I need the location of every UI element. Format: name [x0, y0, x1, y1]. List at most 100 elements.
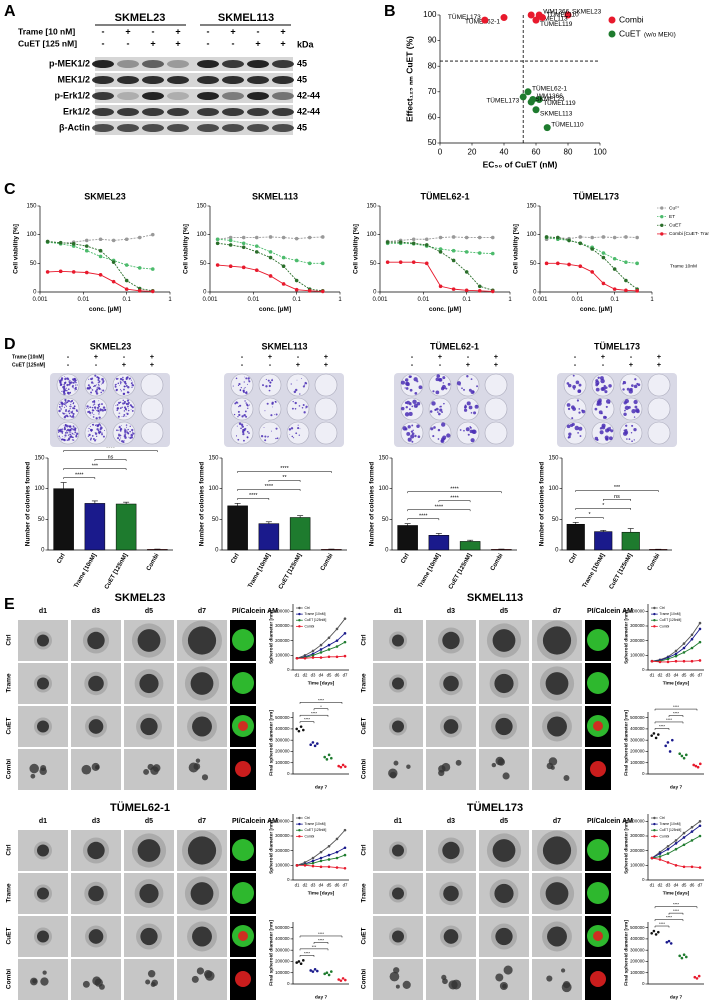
treatment-sign: +: [494, 352, 499, 361]
colony: [100, 426, 102, 428]
data-point: [464, 270, 469, 274]
x-tick-label: 0.01: [417, 297, 429, 303]
y-tick-label: 100: [548, 486, 559, 492]
spheroid: [443, 719, 459, 734]
colony: [247, 407, 249, 409]
cell-line-header: SKMEL23: [115, 12, 166, 24]
spheroid-fragment: [502, 772, 510, 780]
colony: [599, 430, 604, 435]
bar: [594, 531, 613, 551]
colony: [243, 439, 245, 442]
colony: [290, 427, 294, 430]
blot-band: [167, 92, 189, 100]
spheroid: [140, 717, 158, 736]
kda-label: 45: [297, 74, 307, 84]
colony: [272, 406, 274, 408]
colony: [125, 376, 128, 380]
data-point: [294, 287, 299, 292]
colony: [123, 434, 127, 438]
data-point: [682, 651, 686, 654]
point-label: SKMEL23: [535, 96, 565, 103]
column-header: d3: [92, 608, 100, 615]
data-point: [254, 268, 259, 273]
colony: [598, 410, 603, 415]
colony: [117, 382, 120, 385]
culture-well: [258, 397, 282, 421]
colony: [625, 424, 628, 427]
colony: [129, 425, 131, 427]
y-tick-label: 100000: [630, 760, 645, 765]
blot-band: [92, 108, 114, 116]
colony: [119, 412, 121, 414]
blot-band: [272, 124, 294, 132]
colony: [264, 439, 267, 442]
culture-well: [484, 373, 508, 397]
blot-band: [222, 92, 244, 100]
spheroid: [37, 634, 49, 647]
unit-label: kDa: [297, 39, 315, 49]
data-point: [241, 241, 246, 246]
colony: [97, 386, 99, 388]
point-label: WM1366: [537, 93, 563, 100]
colony: [123, 385, 126, 388]
culture-well: [619, 373, 643, 397]
colony: [74, 387, 77, 390]
legend-marker: [298, 619, 301, 622]
colony: [124, 428, 126, 430]
y-tick-label: 400000: [630, 936, 645, 941]
colony: [414, 391, 418, 395]
data-point: [297, 960, 301, 963]
blot-band: [117, 124, 139, 132]
colony: [89, 425, 91, 427]
data-point: [451, 258, 456, 263]
data-point: [294, 278, 299, 283]
colony: [57, 431, 60, 433]
y-tick-label: 50: [370, 261, 377, 267]
colony: [90, 437, 92, 440]
colony: [72, 387, 74, 389]
colony: [126, 430, 128, 432]
y-tick-label: 0: [642, 771, 645, 776]
colony: [67, 410, 70, 413]
colony: [435, 377, 440, 382]
colony: [89, 428, 91, 430]
colony: [61, 405, 63, 408]
spheroid: [545, 672, 569, 695]
blot-band: [167, 124, 189, 132]
colony: [416, 401, 421, 406]
y-tick-label: 300000: [275, 737, 290, 742]
significance-bracket: [603, 499, 631, 501]
colony: [604, 386, 608, 389]
colony: [91, 406, 94, 409]
treatment-sign: -: [630, 352, 633, 361]
colony: [67, 378, 70, 381]
treatment-sign: +: [268, 352, 273, 361]
colony: [63, 385, 66, 388]
y-tick-label: 0: [373, 290, 377, 296]
colony: [75, 435, 78, 438]
data-point: [330, 970, 333, 973]
blot-band: [117, 76, 139, 84]
significance-bracket: [237, 471, 332, 473]
colony: [123, 380, 127, 384]
spheroid-fragment: [40, 764, 47, 772]
legend-label: CuET: [619, 28, 641, 38]
colony: [60, 377, 64, 380]
colony: [292, 400, 294, 403]
colony: [97, 384, 100, 386]
significance-label: ****: [304, 950, 311, 955]
colony: [65, 408, 67, 411]
spheroid-fragment: [30, 773, 36, 779]
colony: [68, 425, 72, 428]
colony: [296, 379, 298, 381]
colony: [61, 428, 64, 430]
treatment-label: CuET [125 nM]: [18, 38, 77, 48]
legend-marker: [653, 612, 656, 616]
spheroid-image: [426, 959, 476, 1000]
data-point: [698, 834, 702, 838]
blot-band: [167, 108, 189, 116]
colony: [70, 431, 72, 433]
colony: [119, 434, 121, 436]
data-point: [556, 235, 560, 240]
